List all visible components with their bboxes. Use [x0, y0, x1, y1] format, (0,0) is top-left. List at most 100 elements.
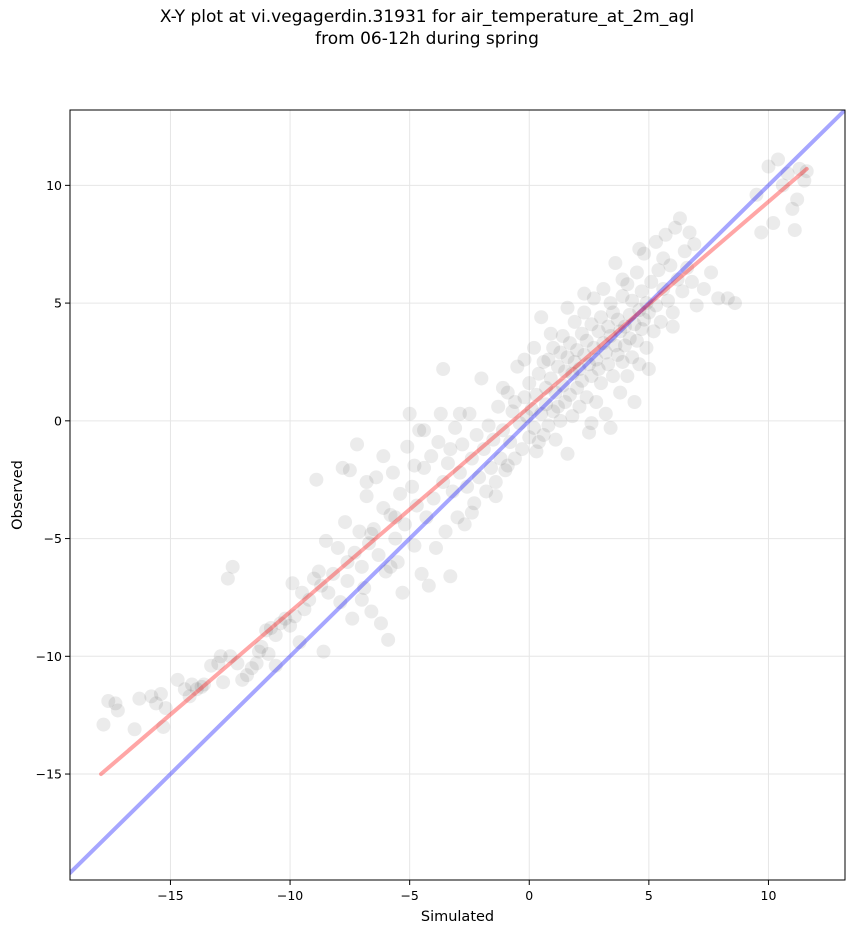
data-point — [785, 201, 800, 216]
data-point — [536, 427, 551, 442]
data-point — [170, 672, 185, 687]
data-point — [727, 296, 742, 311]
data-point — [503, 435, 518, 450]
chart-title: X-Y plot at vi.vegagerdin.31931 for air_… — [0, 6, 854, 50]
data-point — [637, 246, 652, 261]
data-point — [515, 442, 530, 457]
data-point — [476, 442, 491, 457]
data-point — [539, 380, 554, 395]
data-point — [541, 352, 556, 367]
data-point — [632, 303, 647, 318]
data-point — [572, 399, 587, 414]
data-point — [335, 460, 350, 475]
data-point — [455, 437, 470, 452]
data-point — [483, 460, 498, 475]
data-point — [390, 555, 405, 570]
data-point — [639, 296, 654, 311]
data-point — [361, 536, 376, 551]
data-point — [407, 458, 422, 473]
data-point — [596, 336, 611, 351]
data-point — [405, 479, 420, 494]
chart-title-line-1: X-Y plot at vi.vegagerdin.31931 for air_… — [159, 7, 695, 27]
data-point — [316, 644, 331, 659]
data-point — [268, 658, 283, 673]
data-point — [421, 578, 436, 593]
data-point — [378, 564, 393, 579]
data-point — [560, 350, 575, 365]
data-point — [546, 404, 561, 419]
data-point — [519, 409, 534, 424]
data-point — [555, 378, 570, 393]
data-point — [381, 632, 396, 647]
x-tick-label: 10 — [761, 888, 777, 903]
data-point — [443, 442, 458, 457]
data-point — [524, 402, 539, 417]
data-point — [385, 465, 400, 480]
data-point — [345, 611, 360, 626]
data-point — [603, 329, 618, 344]
data-point — [663, 258, 678, 273]
data-point — [579, 390, 594, 405]
data-point — [400, 439, 415, 454]
data-point — [512, 416, 527, 431]
data-point — [656, 251, 671, 266]
data-point — [369, 470, 384, 485]
data-point — [665, 319, 680, 334]
data-point — [352, 524, 367, 539]
data-point — [407, 538, 422, 553]
data-point — [333, 595, 348, 610]
data-point — [397, 517, 412, 532]
data-point — [263, 621, 278, 636]
data-point — [364, 604, 379, 619]
regression-line — [99, 166, 809, 777]
data-point — [438, 524, 453, 539]
data-point — [675, 284, 690, 299]
data-point — [285, 576, 300, 591]
data-point — [603, 296, 618, 311]
data-point — [560, 300, 575, 315]
y-axis-label: Observed — [10, 460, 26, 530]
data-point — [184, 677, 199, 692]
data-point — [230, 656, 245, 671]
data-point — [615, 354, 630, 369]
data-point — [350, 437, 365, 452]
data-point — [610, 312, 625, 327]
data-point — [582, 357, 597, 372]
x-tick-label: 5 — [645, 888, 653, 903]
data-point — [613, 324, 628, 339]
data-point — [649, 298, 664, 313]
data-point — [225, 559, 240, 574]
data-point — [283, 618, 298, 633]
data-point — [338, 515, 353, 530]
data-point — [457, 517, 472, 532]
data-point — [553, 413, 568, 428]
data-point — [507, 394, 522, 409]
data-point — [617, 319, 632, 334]
data-point — [412, 423, 427, 438]
data-point — [634, 284, 649, 299]
data-point — [558, 364, 573, 379]
data-point — [132, 691, 147, 706]
data-point — [96, 717, 111, 732]
data-point — [488, 475, 503, 490]
data-point — [278, 611, 293, 626]
data-point — [393, 486, 408, 501]
data-point — [326, 566, 341, 581]
data-point — [244, 661, 259, 676]
data-point — [574, 326, 589, 341]
data-point — [433, 406, 448, 421]
y-tick-label: −5 — [44, 531, 62, 546]
y-tick-label: −15 — [36, 767, 62, 782]
data-point — [417, 460, 432, 475]
data-point — [601, 319, 616, 334]
data-point — [560, 446, 575, 461]
data-point — [357, 581, 372, 596]
data-point — [684, 274, 699, 289]
data-point — [216, 675, 231, 690]
data-point — [610, 347, 625, 362]
data-point — [436, 362, 451, 377]
data-point — [440, 456, 455, 471]
data-point — [464, 451, 479, 466]
data-point — [177, 682, 192, 697]
data-point — [354, 592, 369, 607]
